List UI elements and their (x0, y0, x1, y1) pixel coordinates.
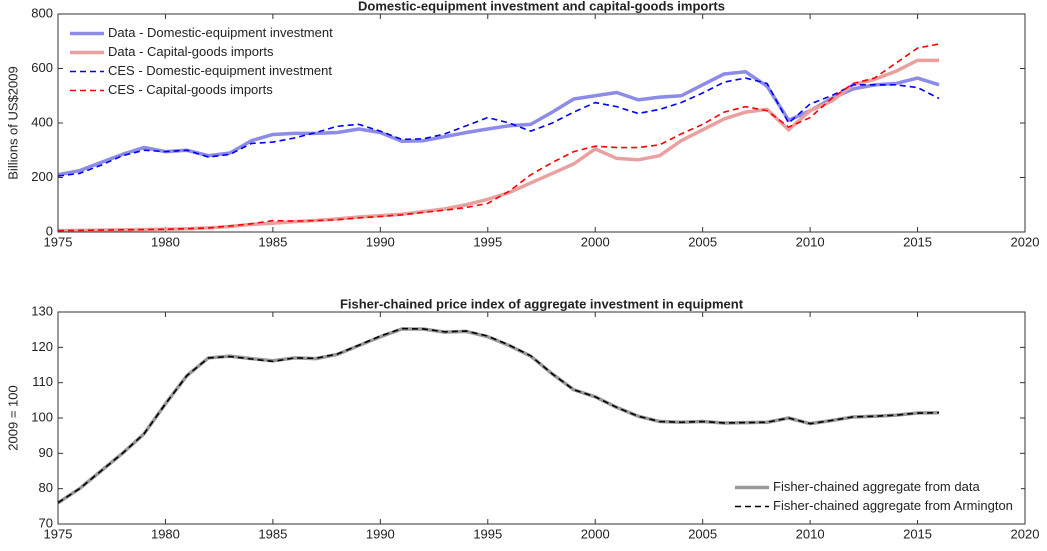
x-tick-label: 1990 (366, 234, 395, 249)
y-tick-label: 90 (39, 445, 53, 460)
series-line (57, 70, 940, 177)
series-line (57, 327, 940, 504)
legend-label: Fisher-chained aggregate from data (773, 479, 980, 494)
series-line (57, 43, 940, 232)
axes-box (57, 13, 1026, 233)
legend-label: CES - Capital-goods imports (108, 82, 273, 97)
y-tick-label: 400 (31, 114, 53, 129)
x-tick-label: 2020 (1011, 234, 1040, 249)
legend-label: CES - Domestic-equipment investment (108, 63, 332, 78)
y-axis-label: Billions of US$2009 (5, 66, 20, 179)
x-tick-label: 2005 (688, 234, 717, 249)
y-tick-label: 70 (39, 515, 53, 530)
x-tick-label: 2020 (1011, 526, 1040, 541)
x-tick-label: 1980 (151, 234, 180, 249)
y-tick-label: 130 (31, 303, 53, 318)
y-tick-label: 200 (31, 169, 53, 184)
x-tick-label: 2015 (903, 526, 932, 541)
x-tick-label: 1975 (44, 234, 73, 249)
axes-box (57, 311, 1026, 525)
y-tick-label: 800 (31, 5, 53, 20)
series-line (57, 77, 940, 177)
x-tick-label: 1980 (151, 526, 180, 541)
x-tick-label: 2000 (581, 526, 610, 541)
y-axis-label: 2009 = 100 (5, 385, 20, 450)
x-tick-label: 2000 (581, 234, 610, 249)
x-tick-label: 1985 (258, 234, 287, 249)
y-tick-label: 100 (31, 409, 53, 424)
y-tick-label: 80 (39, 480, 53, 495)
y-tick-label: 600 (31, 60, 53, 75)
chart-title: Domestic-equipment investment and capita… (358, 0, 725, 13)
x-tick-label: 1990 (366, 526, 395, 541)
x-tick-label: 1995 (473, 526, 502, 541)
y-tick-label: 120 (31, 339, 53, 354)
x-tick-label: 1985 (258, 526, 287, 541)
x-tick-label: 2010 (796, 234, 825, 249)
chart-title: Fisher-chained price index of aggregate … (340, 296, 744, 311)
x-tick-label: 2010 (796, 526, 825, 541)
legend-box (66, 20, 366, 104)
legend-box (731, 474, 1021, 520)
legend-label: Data - Domestic-equipment investment (108, 25, 333, 40)
x-tick-label: 1975 (44, 526, 73, 541)
series-line (57, 58, 940, 233)
legend-label: Data - Capital-goods imports (108, 44, 274, 59)
x-tick-label: 2015 (903, 234, 932, 249)
x-tick-label: 1995 (473, 234, 502, 249)
y-tick-label: 0 (46, 223, 53, 238)
legend-label: Fisher-chained aggregate from Armington (773, 498, 1013, 513)
y-tick-label: 110 (32, 374, 53, 389)
x-tick-label: 2005 (688, 526, 717, 541)
